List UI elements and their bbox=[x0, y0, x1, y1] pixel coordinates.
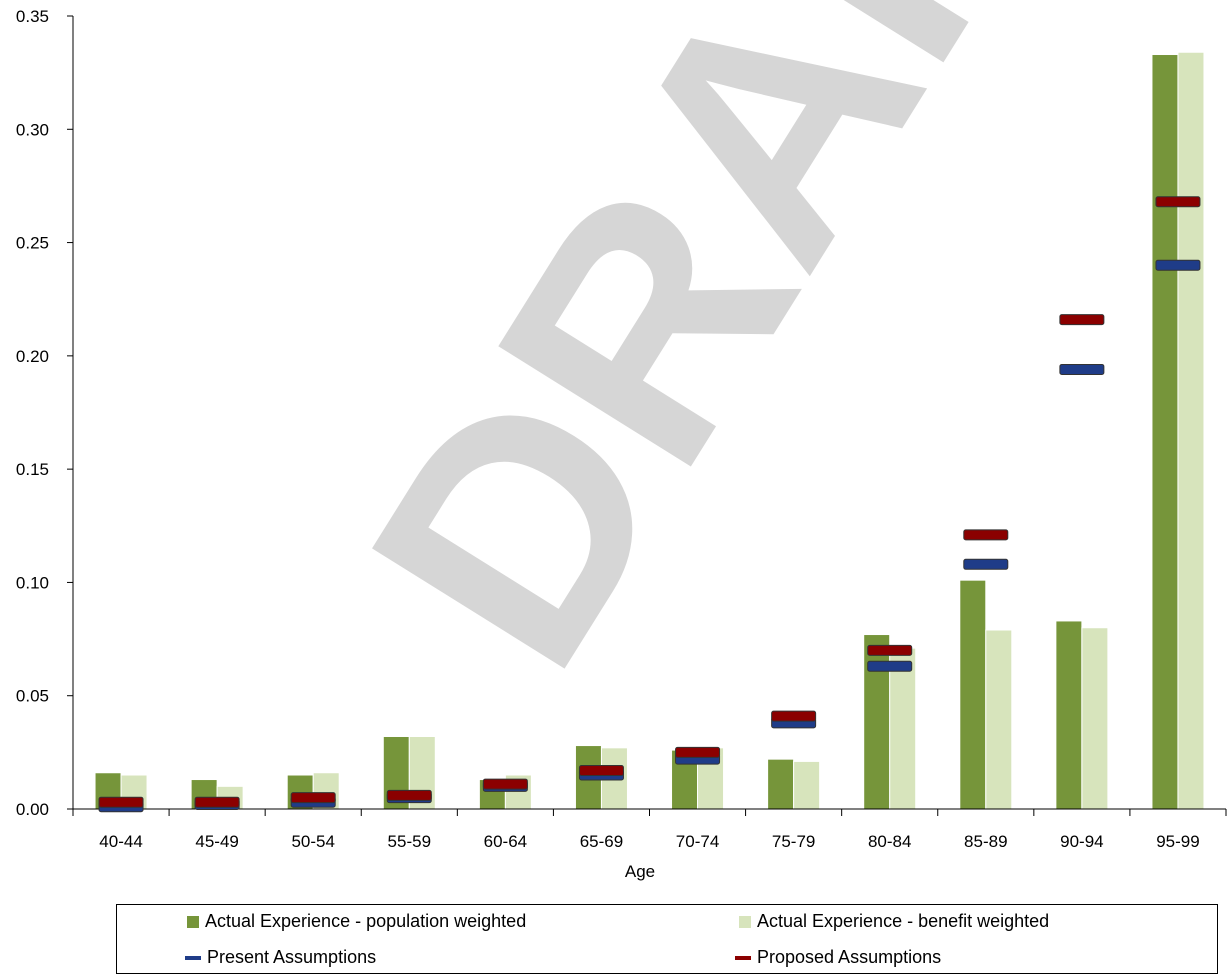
legend-line-icon bbox=[735, 955, 751, 960]
legend-item-population-weighted: Actual Experience - population weighted bbox=[187, 911, 526, 932]
x-tick-label: 65-69 bbox=[580, 832, 623, 851]
legend-label: Present Assumptions bbox=[207, 947, 377, 967]
x-tick-label: 90-94 bbox=[1060, 832, 1103, 851]
x-tick-label: 75-79 bbox=[772, 832, 815, 851]
x-tick-label: 40-44 bbox=[99, 832, 142, 851]
bar-benefit-weighted bbox=[985, 629, 1013, 810]
marker-proposed-assumption bbox=[1059, 314, 1105, 326]
legend-item-benefit-weighted: Actual Experience - benefit weighted bbox=[739, 911, 1049, 932]
y-tick-label: 0.35 bbox=[16, 7, 49, 26]
bar-benefit-weighted bbox=[1177, 51, 1205, 810]
marker-proposed-assumption bbox=[1155, 196, 1201, 208]
marker-proposed-assumption bbox=[578, 764, 624, 776]
bar-benefit-weighted bbox=[793, 760, 821, 810]
y-tick-label: 0.20 bbox=[16, 347, 49, 366]
legend-item-proposed-assumptions: Proposed Assumptions bbox=[735, 947, 941, 968]
x-tick-label: 95-99 bbox=[1156, 832, 1199, 851]
bar-population-weighted bbox=[1055, 620, 1083, 810]
y-tick-label: 0.05 bbox=[16, 687, 49, 706]
chart-legend: Actual Experience - population weighted … bbox=[116, 904, 1218, 974]
legend-swatch-icon bbox=[739, 915, 751, 928]
marker-proposed-assumption bbox=[482, 778, 528, 790]
marker-proposed-assumption bbox=[290, 792, 336, 804]
y-tick-label: 0.10 bbox=[16, 573, 49, 592]
x-tick-label: 50-54 bbox=[291, 832, 334, 851]
x-axis-title: Age bbox=[625, 862, 655, 881]
legend-label: Proposed Assumptions bbox=[757, 947, 942, 967]
marker-proposed-assumption bbox=[867, 644, 913, 656]
x-tick-label: 60-64 bbox=[484, 832, 527, 851]
marker-proposed-assumption bbox=[98, 796, 144, 808]
bar-population-weighted bbox=[959, 579, 987, 810]
marker-proposed-assumption bbox=[771, 710, 817, 722]
marker-present-assumption bbox=[963, 558, 1009, 570]
legend-line-icon bbox=[185, 955, 201, 960]
bar-population-weighted bbox=[863, 634, 891, 810]
bar-benefit-weighted bbox=[889, 647, 917, 810]
y-tick-label: 0.00 bbox=[16, 800, 49, 819]
marker-present-assumption bbox=[867, 660, 913, 672]
legend-label: Actual Experience - population weighted bbox=[205, 911, 527, 931]
legend-item-present-assumptions: Present Assumptions bbox=[185, 947, 376, 968]
marker-proposed-assumption bbox=[386, 789, 432, 801]
marker-proposed-assumption bbox=[194, 796, 240, 808]
marker-proposed-assumption bbox=[675, 746, 721, 758]
bar-benefit-weighted bbox=[1081, 627, 1109, 810]
y-tick-label: 0.30 bbox=[16, 120, 49, 139]
x-tick-label: 85-89 bbox=[964, 832, 1007, 851]
marker-proposed-assumption bbox=[963, 529, 1009, 541]
legend-label: Actual Experience - benefit weighted bbox=[757, 911, 1050, 931]
x-tick-label: 70-74 bbox=[676, 832, 719, 851]
x-tick-label: 80-84 bbox=[868, 832, 911, 851]
y-tick-label: 0.25 bbox=[16, 234, 49, 253]
x-tick-label: 45-49 bbox=[195, 832, 238, 851]
bar-population-weighted bbox=[1151, 54, 1179, 810]
marker-present-assumption bbox=[1155, 259, 1201, 271]
y-tick-label: 0.15 bbox=[16, 460, 49, 479]
mortality-experience-chart: DRAFT 0.00 0.05 0.10 0.15 0.20 0.25 0.30 0.35 40… bbox=[16, 0, 1227, 881]
x-tick-label: 55-59 bbox=[388, 832, 431, 851]
draft-watermark: DRAFT bbox=[299, 0, 1204, 724]
marker-present-assumption bbox=[1059, 363, 1105, 375]
bar-population-weighted bbox=[767, 758, 795, 810]
legend-swatch-icon bbox=[187, 915, 199, 928]
